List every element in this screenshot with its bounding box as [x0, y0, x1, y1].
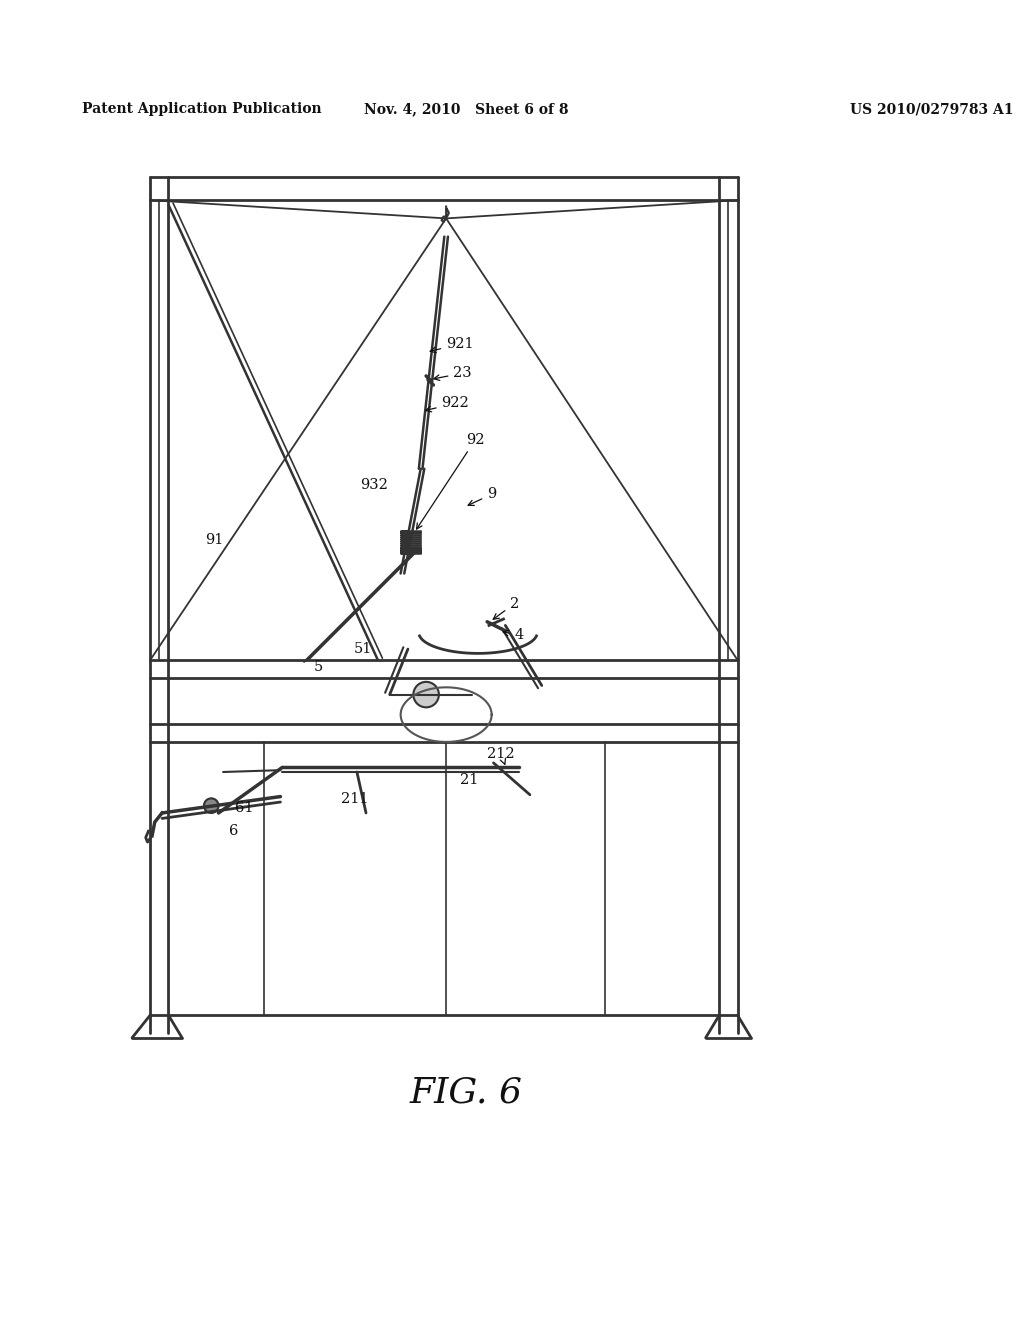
Text: FIG. 6: FIG. 6 — [410, 1076, 522, 1110]
Text: 51: 51 — [353, 642, 372, 656]
Text: 4: 4 — [503, 628, 523, 643]
Text: 91: 91 — [205, 533, 223, 546]
Text: Nov. 4, 2010   Sheet 6 of 8: Nov. 4, 2010 Sheet 6 of 8 — [364, 102, 568, 116]
Text: Patent Application Publication: Patent Application Publication — [82, 102, 322, 116]
Text: US 2010/0279783 A1: US 2010/0279783 A1 — [850, 102, 1014, 116]
Text: 921: 921 — [430, 337, 474, 352]
Text: 932: 932 — [359, 478, 387, 492]
Text: 211: 211 — [341, 792, 369, 807]
Text: 212: 212 — [487, 747, 515, 764]
Text: 61: 61 — [234, 800, 253, 814]
Circle shape — [414, 682, 439, 708]
Circle shape — [204, 799, 218, 813]
Text: 6: 6 — [229, 824, 239, 838]
Text: 23: 23 — [434, 366, 472, 380]
Text: 2: 2 — [494, 597, 519, 619]
Text: 21: 21 — [460, 774, 478, 787]
Text: 5: 5 — [314, 660, 324, 675]
Text: 922: 922 — [426, 396, 469, 412]
Text: 9: 9 — [468, 487, 497, 506]
Text: 92: 92 — [417, 433, 484, 529]
